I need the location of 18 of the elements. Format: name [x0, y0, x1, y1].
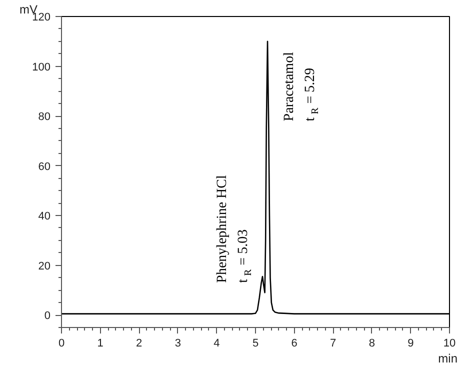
y-tick-label: 60	[38, 160, 51, 173]
y-tick-label: 0	[44, 310, 51, 322]
x-tick-label: 1	[97, 338, 104, 350]
x-tick-label: 7	[330, 338, 336, 350]
x-tick-label: 10	[443, 338, 456, 350]
x-tick-label: 2	[136, 338, 142, 350]
x-axis-title: min	[438, 352, 458, 366]
x-tick-label: 8	[368, 338, 375, 350]
y-tick-label: 100	[32, 61, 51, 74]
y-tick-label: 20	[38, 260, 51, 272]
x-tick-label: 9	[408, 338, 414, 350]
x-tick-label: 3	[174, 338, 181, 350]
x-tick-label: 5	[252, 338, 259, 350]
y-tick-label: 40	[38, 210, 51, 223]
x-tick-label: 0	[58, 338, 65, 350]
x-tick-label: 4	[214, 338, 220, 350]
x-tick-label: 6	[291, 338, 298, 350]
y-tick-label: 80	[38, 111, 51, 124]
